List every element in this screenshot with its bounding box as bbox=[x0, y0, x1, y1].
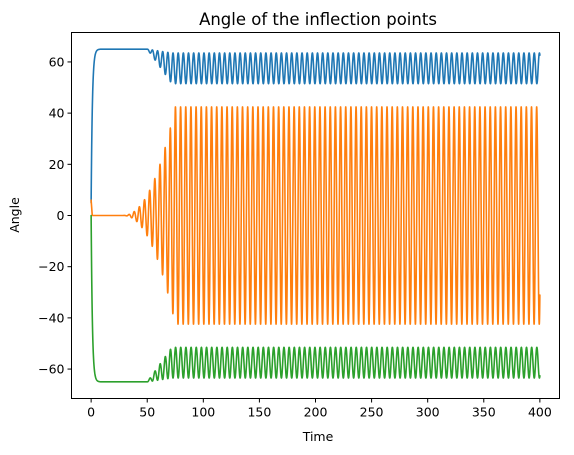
chart-title: Angle of the inflection points bbox=[199, 10, 437, 29]
x-tick-label: 200 bbox=[304, 405, 328, 420]
x-axis: 0 50 100 150 200 250 300 350 400 bbox=[87, 398, 552, 420]
y-tick-label: 40 bbox=[49, 106, 65, 121]
series-line-blue bbox=[90, 48, 541, 204]
plot-lines bbox=[90, 48, 541, 383]
x-tick-label: 0 bbox=[87, 405, 95, 420]
y-axis-label: Angle bbox=[7, 197, 22, 233]
x-tick-label: 50 bbox=[139, 405, 155, 420]
x-axis-label: Time bbox=[302, 429, 334, 444]
series-line-green bbox=[90, 214, 541, 383]
y-tick-label: −40 bbox=[38, 310, 64, 325]
x-tick-label: 350 bbox=[472, 405, 496, 420]
y-tick-label: 20 bbox=[49, 157, 65, 172]
y-tick-label: −60 bbox=[38, 362, 64, 377]
x-tick-label: 150 bbox=[247, 405, 271, 420]
x-tick-label: 100 bbox=[191, 405, 215, 420]
series-line-orange bbox=[90, 106, 541, 325]
y-tick-label: 60 bbox=[49, 54, 65, 69]
y-tick-label: 0 bbox=[57, 208, 65, 223]
x-tick-label: 250 bbox=[360, 405, 384, 420]
x-tick-label: 400 bbox=[528, 405, 552, 420]
y-tick-label: −20 bbox=[38, 259, 64, 274]
x-tick-label: 300 bbox=[416, 405, 440, 420]
y-axis: −60 −40 −20 0 20 40 60 bbox=[38, 54, 72, 377]
